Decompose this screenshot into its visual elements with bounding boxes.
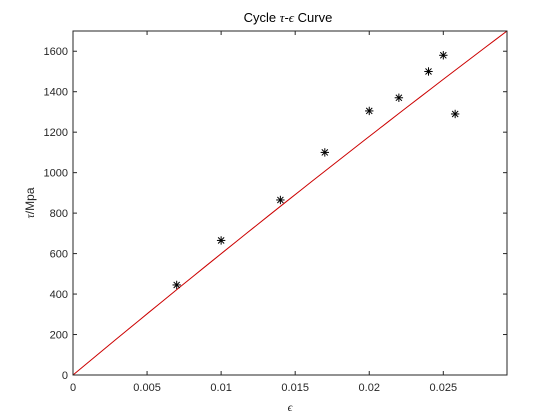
x-ticks: 0 0.005 0.01 0.015 0.02 0.025 — [70, 31, 457, 394]
data-point — [394, 93, 404, 102]
data-point — [216, 236, 226, 245]
axes-box — [72, 30, 508, 376]
chart-title: Cycle τ-ϵ Curve — [244, 10, 333, 25]
x-tick-label: 0.01 — [210, 382, 231, 394]
plot-area — [73, 31, 507, 375]
title-prefix: Cycle — [244, 10, 280, 25]
title-eps: ϵ — [289, 10, 295, 25]
title-tau: τ — [280, 10, 286, 25]
y-ticks: 0 200 400 600 800 1000 1200 1400 1600 — [44, 46, 507, 382]
x-tick-label: 0.02 — [359, 382, 380, 394]
y-tick-label: 800 — [50, 208, 68, 220]
y-tick-label: 0 — [62, 370, 68, 382]
y-axis-label: τ/Mpa — [23, 187, 37, 218]
y-axis-label-unit: /Mpa — [23, 187, 37, 214]
data-point — [450, 109, 460, 119]
title-dash: - — [284, 10, 288, 25]
data-point — [439, 51, 448, 60]
x-tick-label: 0.025 — [430, 382, 458, 394]
y-tick-label: 1400 — [44, 87, 68, 99]
data-point — [424, 67, 433, 76]
x-tick-label: 0.005 — [133, 382, 161, 394]
data-point — [276, 195, 285, 205]
x-tick-label: 0.015 — [281, 382, 309, 394]
x-tick-label: 0 — [70, 382, 76, 394]
y-tick-label: 600 — [50, 249, 68, 261]
y-tick-label: 200 — [50, 330, 68, 342]
data-point — [320, 148, 330, 157]
title-suffix: Curve — [294, 10, 332, 25]
data-point — [365, 106, 374, 116]
data-point — [172, 280, 181, 290]
y-tick-label: 1600 — [44, 46, 68, 58]
points-layer — [172, 51, 460, 290]
fit-line-layer — [72, 30, 508, 376]
y-axis-label-tau: τ — [23, 213, 37, 218]
y-tick-label: 1000 — [44, 168, 68, 180]
y-tick-label: 1200 — [44, 127, 68, 139]
fit-curve — [72, 30, 508, 376]
y-tick-label: 400 — [50, 289, 68, 301]
x-axis-label: ϵ — [288, 400, 294, 414]
